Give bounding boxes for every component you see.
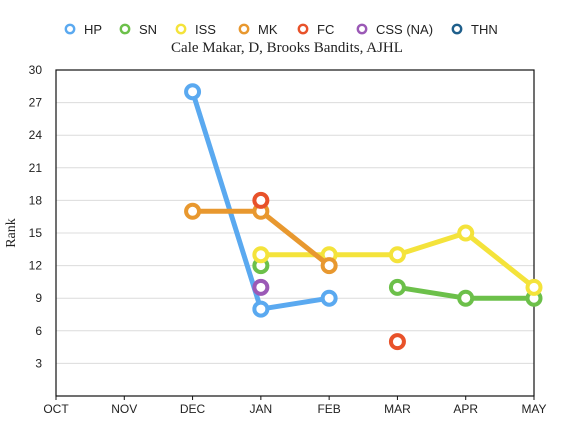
data-point: [388, 278, 406, 296]
x-tick-label: OCT: [43, 402, 69, 416]
legend: HP SN ISS MK FC CSS (NA) THN: [64, 22, 498, 37]
data-point: [252, 246, 270, 264]
legend-item: ISS: [175, 22, 216, 37]
y-axis: 3 6 9 12 15 18 21 24 27 30: [29, 63, 43, 370]
y-tick-label: 24: [29, 128, 43, 142]
legend-marker: [451, 23, 463, 35]
y-tick-label: 6: [35, 324, 42, 338]
series-iss: [252, 224, 543, 296]
data-point: [457, 224, 475, 242]
x-tick-label: NOV: [111, 402, 137, 416]
series-line-segment: [258, 295, 332, 312]
y-tick-label: 18: [29, 193, 43, 207]
data-point: [184, 83, 202, 101]
series-css-na-: [252, 278, 270, 296]
x-tick-label: MAY: [521, 402, 546, 416]
data-point: [320, 257, 338, 275]
data-point: [388, 246, 406, 264]
legend-marker: [175, 23, 187, 35]
series-line-segment: [258, 208, 332, 269]
y-tick-label: 9: [35, 291, 42, 305]
data-point: [525, 278, 543, 296]
data-point: [388, 333, 406, 351]
legend-marker: [64, 23, 76, 35]
legend-item: SN: [119, 22, 157, 37]
y-tick-label: 12: [29, 259, 43, 273]
y-tick-label: 3: [35, 356, 42, 370]
legend-marker: [356, 23, 368, 35]
legend-label: MK: [258, 22, 278, 37]
legend-label: THN: [471, 22, 498, 37]
data-point: [320, 289, 338, 307]
y-axis-label: Rank: [4, 218, 19, 248]
series-line-segment: [394, 284, 469, 301]
legend-marker: [238, 23, 250, 35]
series-line-segment: [463, 230, 537, 290]
x-tick-label: FEB: [317, 402, 340, 416]
x-axis: OCT NOV DEC JAN FEB MAR APR MAY: [43, 396, 547, 416]
legend-marker: [119, 23, 131, 35]
grid: [56, 102, 534, 364]
data-point: [184, 202, 202, 220]
data-point: [252, 191, 270, 209]
chart-title: Cale Makar, D, Brooks Bandits, AJHL: [171, 40, 403, 56]
x-tick-label: DEC: [180, 402, 206, 416]
series-fc: [252, 191, 406, 351]
legend-item: FC: [297, 22, 334, 37]
plot-area: [55, 69, 535, 397]
series-line-segment: [394, 230, 469, 258]
data-point: [252, 300, 270, 318]
series-layer: [184, 83, 543, 351]
y-tick-label: 15: [29, 226, 43, 240]
y-tick-label: 30: [29, 63, 43, 77]
x-tick-label: APR: [453, 402, 478, 416]
data-point: [252, 278, 270, 296]
legend-item: MK: [238, 22, 278, 37]
legend-label: CSS (NA): [376, 22, 433, 37]
y-tick-label: 27: [29, 96, 43, 110]
legend-item: CSS (NA): [356, 22, 433, 37]
legend-label: ISS: [195, 22, 216, 37]
legend-item: HP: [64, 22, 102, 37]
series-line-segment: [190, 89, 264, 312]
series-hp: [184, 83, 338, 318]
legend-label: FC: [317, 22, 334, 37]
legend-marker: [297, 23, 309, 35]
legend-label: SN: [139, 22, 157, 37]
y-tick-label: 21: [29, 161, 43, 175]
legend-item: THN: [451, 22, 498, 37]
x-tick-label: JAN: [250, 402, 273, 416]
data-point: [457, 289, 475, 307]
x-tick-label: MAR: [384, 402, 411, 416]
legend-label: HP: [84, 22, 102, 37]
